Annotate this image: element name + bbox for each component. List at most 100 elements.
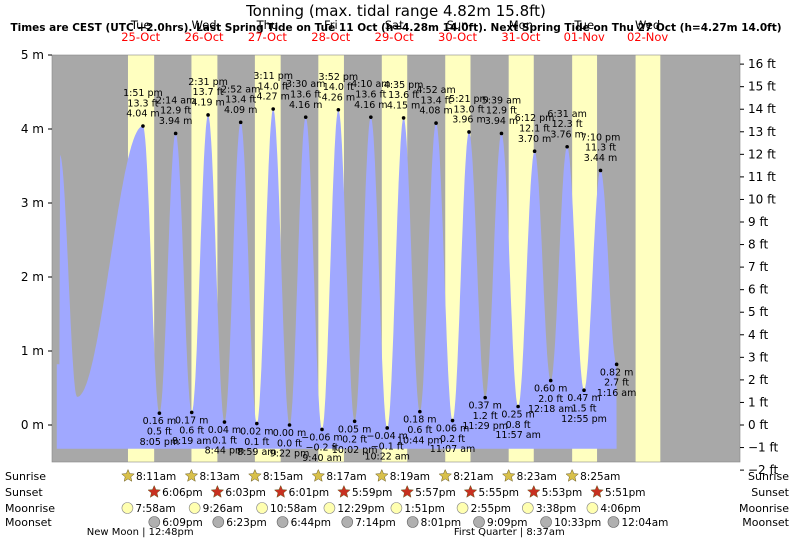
sunrise-time: 8:19am (390, 471, 430, 483)
sunset-time: 6:06pm (162, 487, 202, 499)
moonset-icon (276, 516, 289, 528)
high-tide-label: 6:31 am (547, 109, 586, 120)
moonrise-time: 4:06pm (600, 503, 640, 515)
right-tick-label: 7 ft (748, 260, 768, 274)
right-tick-label: 1 ft (748, 395, 768, 409)
low-tide-label: 11:57 am (495, 430, 540, 441)
right-tick-label: 16 ft (748, 57, 776, 71)
right-tick-label: 4 ft (748, 328, 768, 342)
low-tide-label: 10:22 am (364, 452, 409, 463)
tide-point (450, 418, 455, 423)
sunrise-time: 8:21am (453, 471, 493, 483)
astronomy-table: Sunrise Sunrise Sunset Sunset Moonrise Moonri… (5, 468, 790, 538)
low-tide-label: 0.00 m (273, 428, 306, 439)
right-tick-label: 14 ft (748, 102, 776, 116)
moonset-icon (473, 516, 485, 528)
axes: 5 m 4 m 3 m 2 m 1 m 0 m 16 ft 15 ft 14 ft 13 ft 12… (21, 48, 779, 477)
sunrise-icon (184, 468, 199, 482)
moonrise-time: 3:38pm (536, 503, 576, 515)
moonset-time: 6:23pm (226, 517, 266, 529)
moonrise-time: 7:58am (135, 503, 175, 515)
moonrise-icon (121, 502, 134, 514)
high-tide-label: 6:12 pm (515, 113, 555, 124)
low-tide-label: 11:29 pm (462, 421, 508, 432)
day-name: Mon (509, 18, 533, 32)
sunset-icon (210, 484, 225, 498)
low-tide-label: 8:05 pm (140, 437, 180, 448)
high-tide-label: 12.9 ft (160, 106, 191, 117)
tide-point (189, 410, 194, 415)
right-tick-label: 12 ft (748, 147, 776, 161)
high-tide-label: 13.6 ft (355, 89, 386, 100)
tide-point (222, 420, 227, 424)
moonset-time: 8:01pm (421, 517, 461, 529)
day-date: 27-Oct (248, 30, 287, 44)
low-tide-label: 10:02 pm (332, 445, 378, 456)
high-tide-label: 4:52 am (416, 85, 455, 96)
sunrise-time: 8:13am (199, 471, 239, 483)
right-tick-label: 8 ft (748, 238, 768, 252)
low-tide-label: −0.1 ft (371, 441, 404, 452)
high-tide-label: 4.27 m (256, 92, 289, 103)
high-tide-label: 13.0 ft (453, 104, 484, 115)
moonset-time: 6:09pm (162, 517, 202, 529)
sunset-time: 6:03pm (225, 487, 265, 499)
day-labels: Tue25-OctWed26-OctThu27-OctFri28-OctSat2… (121, 18, 668, 44)
low-tide-label: 0.2 ft (440, 434, 465, 445)
tide-point (483, 395, 487, 400)
high-tide-label: 4.08 m (419, 106, 452, 117)
high-tide-label: 4:10 am (351, 79, 390, 90)
high-tide-label: 4.15 m (387, 101, 420, 112)
tide-curve-layer (56, 109, 617, 449)
tide-point (336, 107, 341, 112)
high-tide-label: 11.3 ft (585, 143, 616, 154)
tide-point (206, 113, 210, 117)
plot-frame (51, 54, 741, 463)
day-date: 01-Nov (564, 30, 605, 44)
moonrise-icon (522, 502, 534, 514)
day-name: Thu (256, 18, 279, 32)
day-name: Sun (447, 18, 469, 32)
tide-point (434, 121, 438, 125)
moonset-time: 9:09pm (487, 517, 527, 529)
low-tide-label: 8:44 pm (205, 446, 245, 457)
moonrise-icon (188, 502, 201, 514)
low-tide-label: 11:07 am (430, 444, 475, 455)
day-date: 29-Oct (375, 30, 414, 44)
low-tide-label: −0.04 m (367, 431, 408, 442)
moonrise-time: 9:26am (203, 503, 243, 515)
high-tide-label: 2:31 pm (188, 77, 228, 88)
low-tide-label: 12:18 am (528, 404, 573, 415)
daylight-band (635, 55, 661, 462)
low-tide-label: 2.0 ft (538, 394, 563, 405)
right-tick-label: −2 ft (748, 463, 779, 477)
tide-point (418, 409, 422, 414)
right-tick-label: 5 ft (748, 305, 768, 319)
low-tide-label: −0.2 ft (305, 443, 338, 454)
sunset-time: 5:53pm (542, 487, 582, 499)
sunset-time: 6:01pm (289, 487, 329, 499)
moonset-icon (148, 516, 161, 528)
tide-point (532, 149, 537, 153)
moonrise-time: 1:51pm (404, 503, 444, 515)
high-tide-label: 3.94 m (485, 116, 518, 127)
right-tick-label: 11 ft (748, 170, 776, 184)
sunset-time: 5:57pm (415, 487, 455, 499)
row-label-left: Sunrise (5, 470, 46, 483)
sunrise-icon (248, 468, 262, 482)
low-tide-label: 0.82 m (600, 367, 633, 378)
right-tick-label: 15 ft (748, 80, 776, 94)
tide-point (141, 124, 145, 128)
high-tide-label: 4.09 m (224, 105, 257, 116)
sunset-time: 5:55pm (478, 487, 518, 499)
high-tide-label: 3.76 m (550, 129, 583, 140)
day-name: Tue (130, 18, 151, 32)
high-tide-label: 14.0 ft (258, 81, 289, 92)
left-tick-label: 5 m (21, 48, 44, 62)
low-tide-label: 0.16 m (143, 416, 176, 427)
high-tide-label: 1:51 pm (123, 88, 163, 99)
moon-phase-label: New Moon | 12:48pm (87, 527, 194, 538)
low-tide-label: 9:40 am (302, 453, 341, 464)
low-tide-label: 0.8 ft (506, 420, 531, 431)
